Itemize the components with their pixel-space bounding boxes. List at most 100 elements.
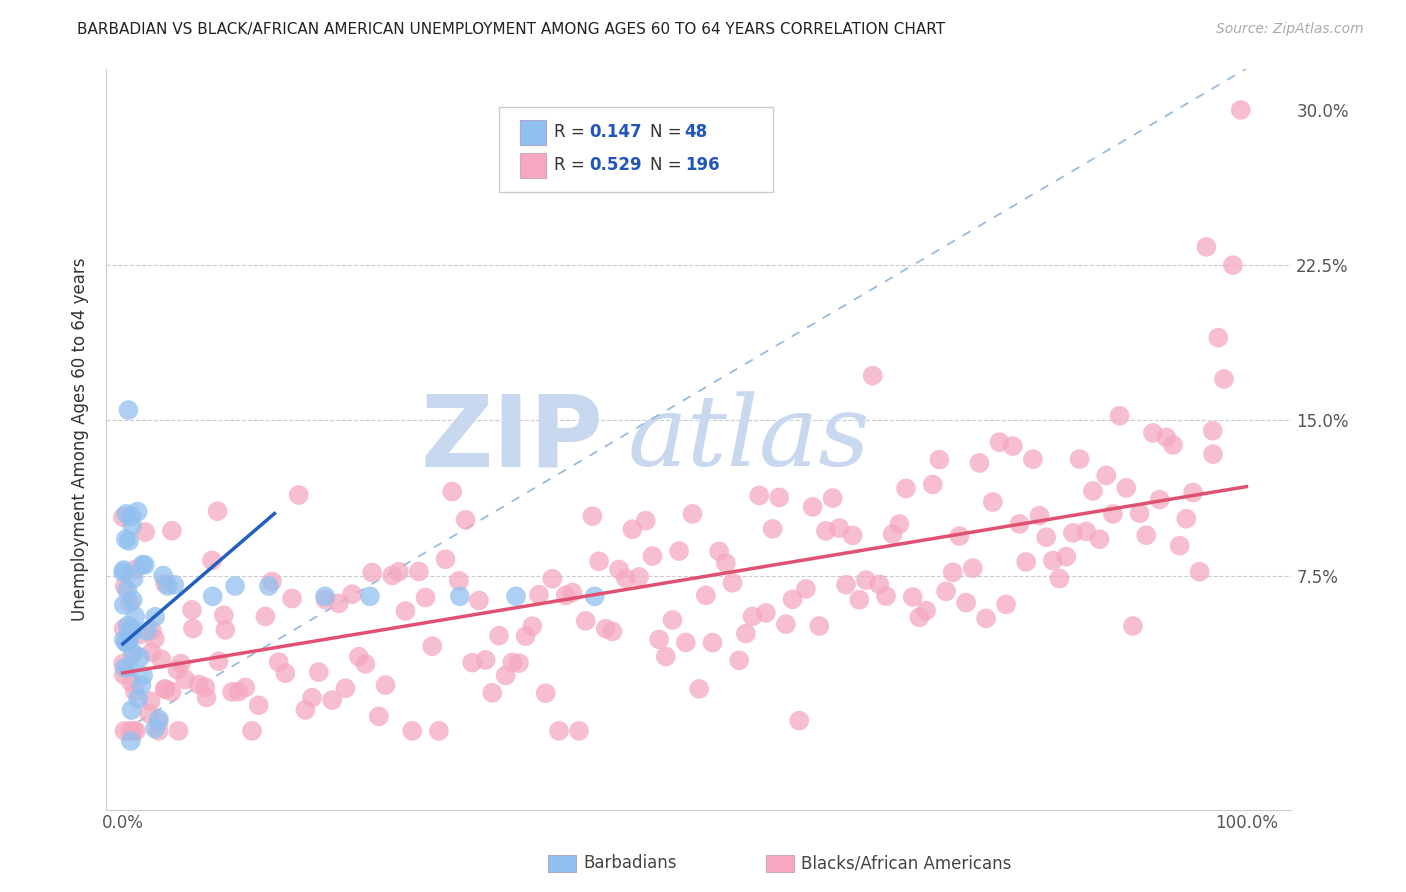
Point (901, 590, 924, 604)
Point (1129, 506, 1152, 520)
Point (1188, 565, 1211, 579)
Text: 48: 48 (685, 123, 707, 141)
Point (522, 619, 544, 633)
Point (121, 518, 143, 533)
Point (118, 661, 141, 675)
Point (118, 596, 141, 610)
Point (124, 609, 146, 624)
Point (115, 636, 138, 650)
Point (848, 592, 870, 607)
Point (340, 587, 363, 601)
Point (148, 715, 170, 730)
Point (120, 723, 142, 738)
Point (114, 579, 136, 593)
Point (1008, 516, 1031, 531)
Point (554, 589, 576, 603)
Text: Barbadians: Barbadians (583, 855, 678, 872)
Point (621, 522, 644, 536)
Point (136, 624, 159, 638)
Point (112, 622, 135, 636)
Point (1062, 525, 1084, 540)
Point (1088, 532, 1111, 546)
Point (782, 592, 804, 607)
Point (1095, 468, 1118, 483)
Point (728, 653, 751, 667)
Point (224, 579, 246, 593)
Point (121, 703, 143, 717)
Point (415, 591, 437, 605)
Point (314, 590, 336, 604)
Point (308, 665, 330, 679)
Point (153, 576, 176, 591)
Point (115, 507, 138, 521)
Point (112, 566, 135, 580)
Point (801, 500, 824, 514)
Point (124, 562, 146, 576)
Point (112, 598, 135, 612)
Point (668, 544, 690, 558)
Point (974, 611, 997, 625)
Point (314, 592, 336, 607)
Text: atlas: atlas (627, 392, 870, 487)
Point (942, 566, 965, 580)
Point (468, 593, 491, 607)
Point (583, 590, 606, 604)
Point (118, 633, 141, 648)
Point (233, 681, 256, 695)
Point (495, 668, 517, 682)
Point (787, 714, 810, 728)
Point (201, 553, 224, 567)
Point (201, 590, 224, 604)
Point (121, 647, 143, 661)
Point (257, 579, 280, 593)
Point (163, 578, 186, 592)
Point (141, 645, 163, 659)
Point (695, 588, 717, 602)
Point (134, 558, 156, 572)
Text: 0.529: 0.529 (589, 156, 641, 174)
Point (1042, 553, 1064, 567)
Point (367, 709, 389, 723)
Point (474, 653, 496, 667)
Point (655, 649, 678, 664)
Point (488, 629, 510, 643)
Point (461, 656, 484, 670)
Point (117, 583, 139, 598)
Point (454, 513, 477, 527)
Point (675, 635, 697, 649)
Point (354, 657, 377, 671)
Point (828, 521, 851, 535)
Point (122, 646, 145, 660)
Point (1229, 103, 1251, 117)
Point (641, 549, 664, 563)
Point (141, 624, 163, 638)
Point (160, 684, 183, 698)
Point (125, 723, 148, 738)
Point (112, 632, 135, 647)
Point (447, 574, 470, 588)
Point (134, 525, 156, 540)
Point (195, 690, 218, 705)
Point (260, 574, 283, 589)
Point (129, 650, 152, 665)
Point (515, 629, 537, 643)
Point (505, 590, 527, 604)
Point (988, 435, 1011, 450)
Point (214, 623, 236, 637)
Point (139, 694, 162, 708)
Point (132, 668, 155, 682)
Point (761, 522, 783, 536)
Point (1115, 481, 1137, 495)
Point (688, 681, 710, 696)
Point (1015, 555, 1038, 569)
Point (1069, 452, 1091, 467)
Text: ZIP: ZIP (420, 391, 603, 488)
Point (207, 504, 229, 518)
Point (541, 572, 564, 586)
Point (112, 667, 135, 681)
Point (294, 703, 316, 717)
Point (714, 556, 737, 570)
Point (894, 482, 917, 496)
Point (768, 491, 790, 505)
Point (441, 484, 464, 499)
